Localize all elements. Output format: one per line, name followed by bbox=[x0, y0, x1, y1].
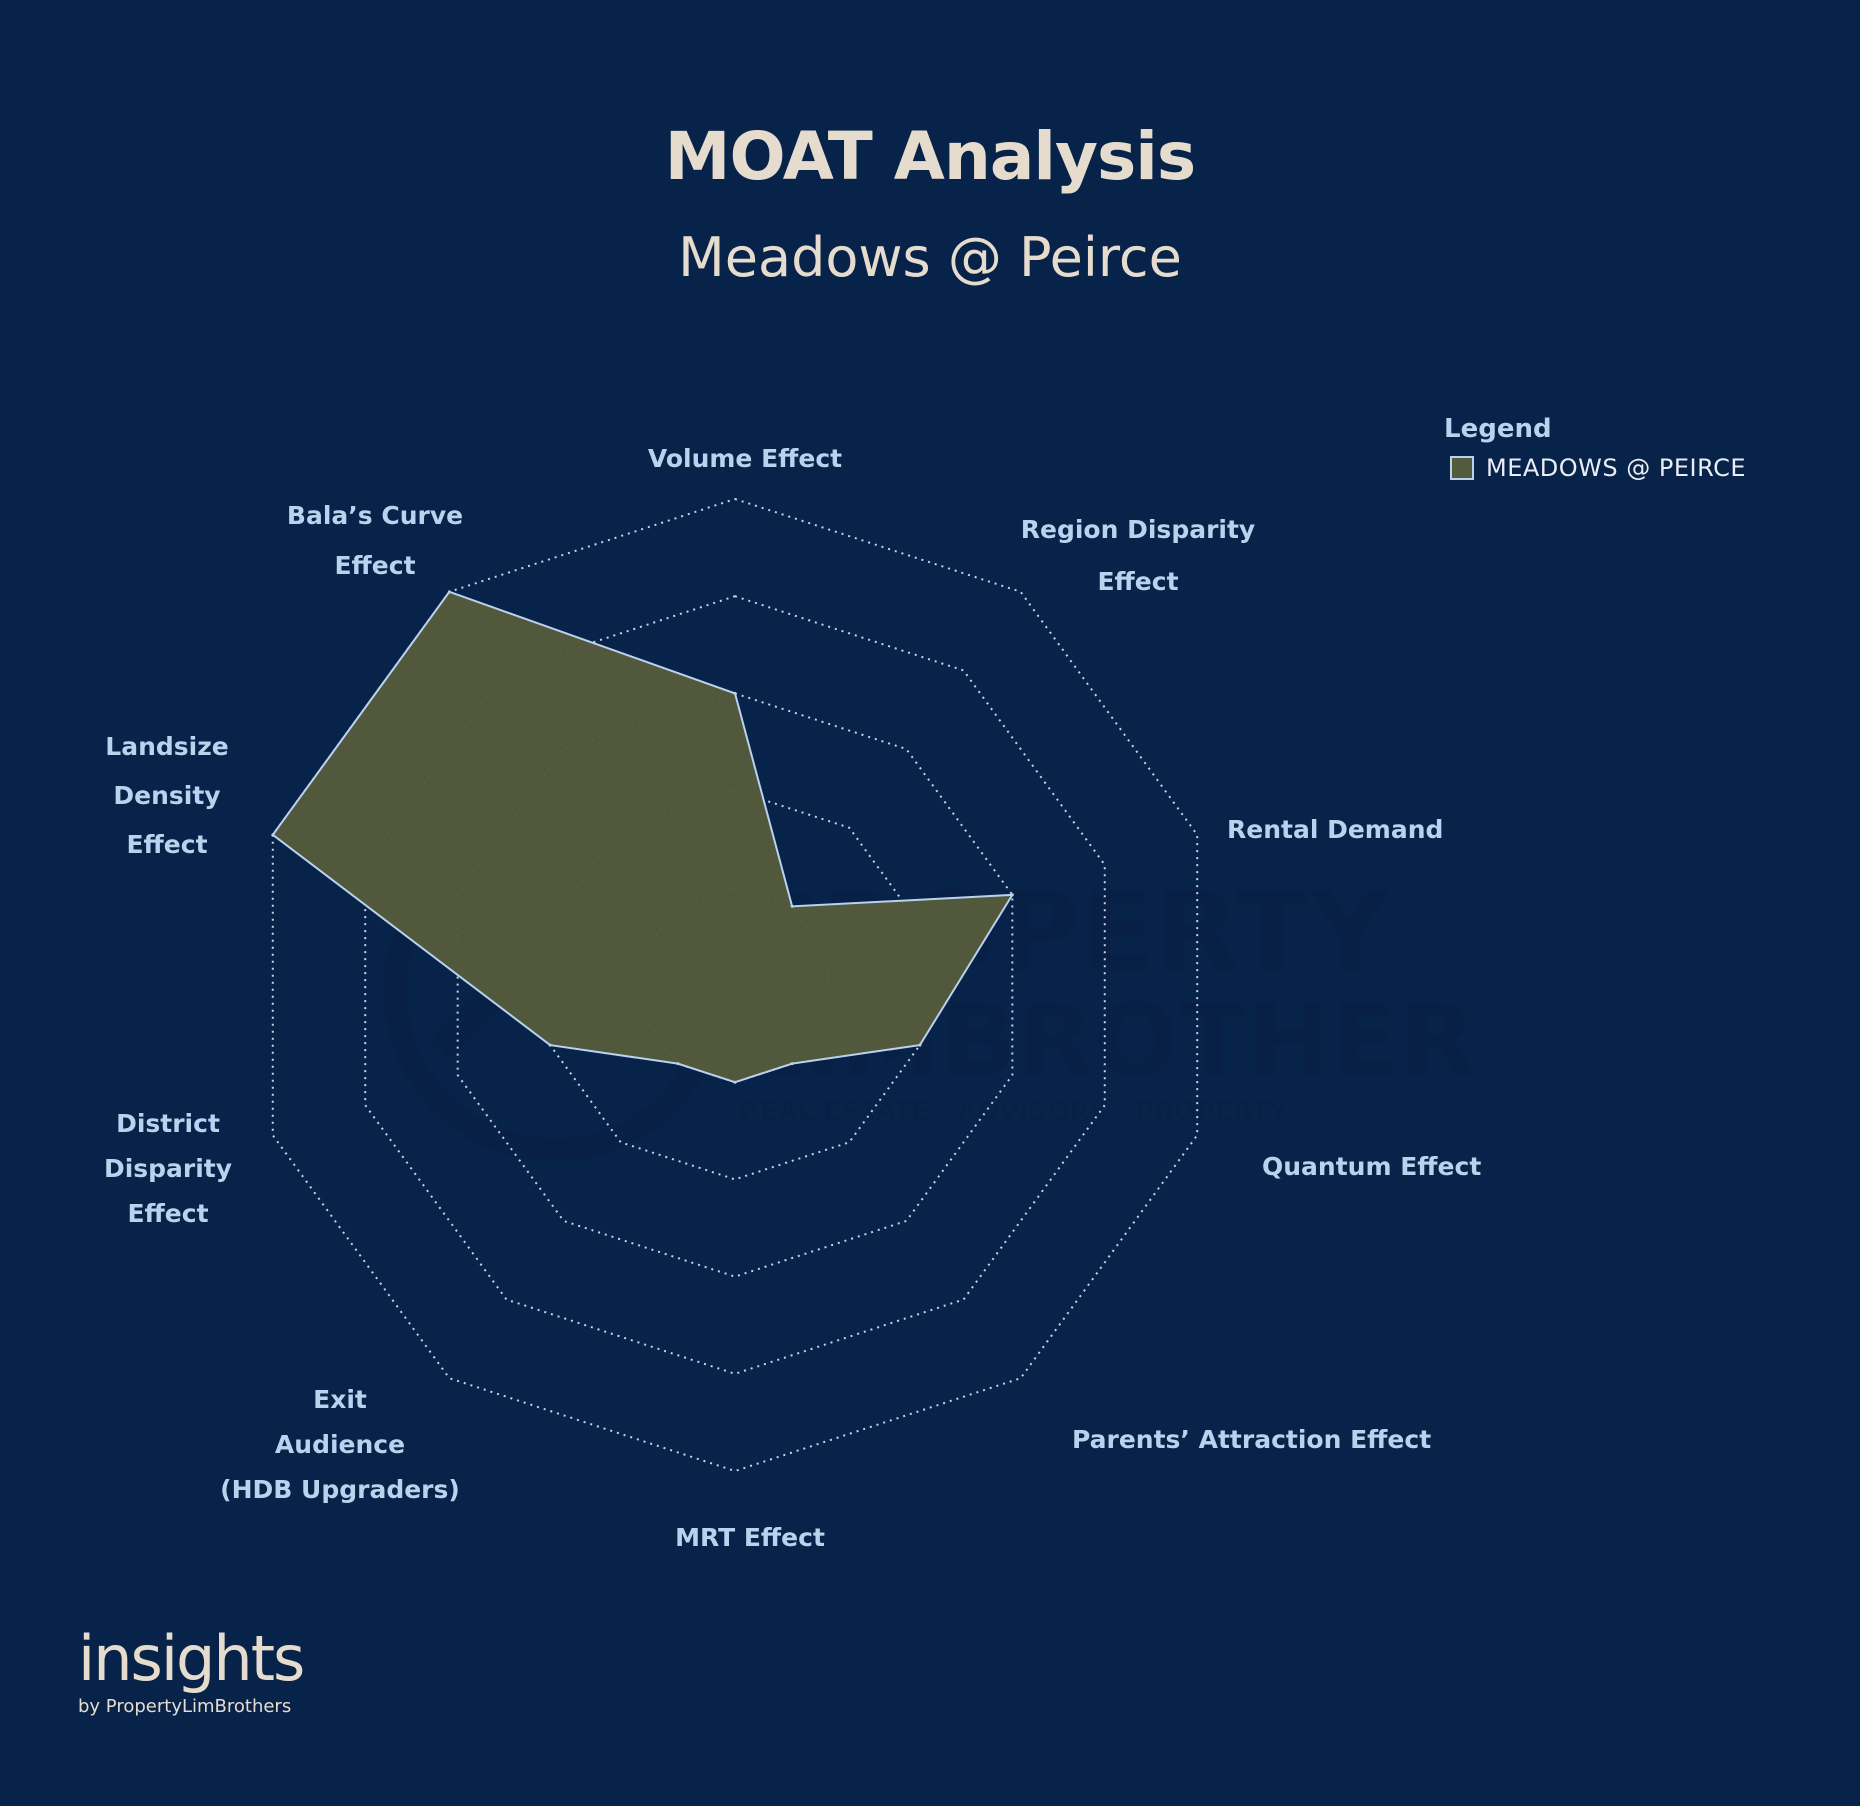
radar-series bbox=[271, 590, 1015, 1084]
data-point bbox=[733, 691, 737, 695]
axis-label: Volume Effect bbox=[648, 444, 842, 473]
axis-label-line: Disparity bbox=[104, 1154, 232, 1183]
axis-label-line: Effect bbox=[126, 830, 207, 859]
data-point bbox=[676, 1062, 680, 1066]
legend-swatch bbox=[1450, 456, 1474, 480]
axis-label: District Disparity Effect bbox=[104, 1109, 232, 1228]
data-point bbox=[271, 833, 275, 837]
data-point bbox=[1010, 893, 1014, 897]
chart-title: MOAT Analysis bbox=[664, 118, 1196, 195]
axis-label: Quantum Effect bbox=[1262, 1152, 1481, 1181]
axis-label-line: District bbox=[116, 1109, 220, 1138]
axis-label-line: (HDB Upgraders) bbox=[220, 1475, 460, 1504]
brand-name: insights bbox=[78, 1622, 305, 1695]
axis-label-line: Exit bbox=[313, 1385, 367, 1414]
data-point bbox=[548, 1043, 552, 1047]
axis-labels: Volume Effect Region Disparity Effect Renta… bbox=[104, 444, 1481, 1552]
axis-label-line: Audience bbox=[275, 1430, 405, 1459]
axis-label-line: Effect bbox=[1097, 567, 1178, 596]
data-point bbox=[733, 1080, 737, 1084]
axis-label-line: Rental Demand bbox=[1227, 815, 1443, 844]
data-point bbox=[447, 590, 451, 594]
axis-label: Rental Demand bbox=[1227, 815, 1443, 844]
series-area bbox=[271, 590, 1015, 1084]
chart-subtitle: Meadows @ Peirce bbox=[678, 226, 1182, 289]
axis-label: Landsize Density Effect bbox=[105, 732, 228, 859]
data-point bbox=[790, 904, 794, 908]
axis-label-line: Volume Effect bbox=[648, 444, 842, 473]
axis-label-line: Parents’ Attraction Effect bbox=[1072, 1425, 1431, 1454]
axis-label-line: Effect bbox=[127, 1199, 208, 1228]
legend: Legend MEADOWS @ PEIRCE bbox=[1444, 414, 1746, 482]
axis-label-line: Bala’s Curve bbox=[287, 501, 463, 530]
axis-label-line: Region Disparity bbox=[1021, 515, 1255, 544]
axis-label-line: MRT Effect bbox=[675, 1523, 825, 1552]
axis-label-line: Landsize bbox=[105, 732, 228, 761]
axis-label: MRT Effect bbox=[675, 1523, 825, 1552]
legend-item-label: MEADOWS @ PEIRCE bbox=[1486, 454, 1746, 482]
axis-label-line: Density bbox=[113, 781, 220, 810]
data-point bbox=[790, 1062, 794, 1066]
axis-label-line: Quantum Effect bbox=[1262, 1152, 1481, 1181]
legend-item: MEADOWS @ PEIRCE bbox=[1444, 454, 1746, 482]
brand-tagline: by PropertyLimBrothers bbox=[78, 1696, 292, 1717]
axis-label-line: Effect bbox=[334, 551, 415, 580]
data-point bbox=[918, 1043, 922, 1047]
axis-label: Bala’s Curve Effect bbox=[287, 501, 463, 580]
axis-label: Exit Audience (HDB Upgraders) bbox=[220, 1385, 460, 1504]
axis-label: Parents’ Attraction Effect bbox=[1072, 1425, 1431, 1454]
legend-title: Legend bbox=[1444, 414, 1552, 444]
axis-label: Region Disparity Effect bbox=[1021, 515, 1255, 596]
brand-logo: insights by PropertyLimBrothers bbox=[78, 1622, 305, 1718]
